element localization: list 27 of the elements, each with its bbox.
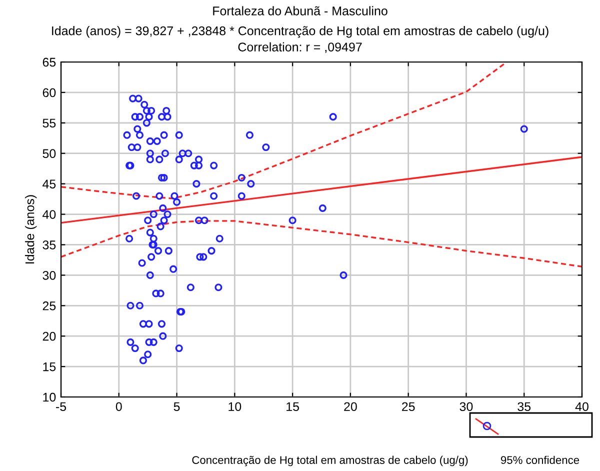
y-tick-label: 40 bbox=[42, 210, 56, 219]
chart-title: Fortaleza do Abunã - Masculino bbox=[213, 6, 388, 16]
y-axis-title: Idade (anos) bbox=[25, 195, 37, 264]
x-tick-label: 40 bbox=[575, 402, 588, 412]
y-tick-label: 60 bbox=[42, 88, 56, 98]
x-axis-title: Concentração de Hg total em amostras de cabelo (ug/g) bbox=[192, 456, 468, 466]
y-tick-label: 30 bbox=[42, 270, 56, 280]
y-tick-label: 15 bbox=[43, 362, 56, 372]
y-tick-label: 10 bbox=[43, 392, 56, 402]
y-tick-label: 55 bbox=[42, 118, 56, 128]
y-tick-label: 65 bbox=[42, 58, 56, 67]
x-tick-label: 35 bbox=[518, 402, 531, 412]
y-tick-label: 50 bbox=[42, 149, 56, 158]
x-tick-label: 5 bbox=[174, 402, 180, 412]
y-tick-label: 25 bbox=[42, 301, 56, 310]
x-tick-label: 10 bbox=[228, 402, 242, 412]
text: 95% confidence bbox=[500, 456, 580, 464]
chart-subtitle: Idade (anos) = 39,827 + ,23848 * Concentração de Hg total em amostras de cabelo (ug/u) Correlation: r = ,09497 bbox=[52, 26, 548, 53]
y-tick-label: 20 bbox=[42, 332, 56, 341]
x-tick-label: 15 bbox=[286, 402, 299, 412]
x-tick-label: 30 bbox=[460, 402, 473, 412]
y-tick-label: 45 bbox=[42, 180, 56, 188]
x-tick-label: 20 bbox=[344, 402, 357, 412]
x-tick-label: -5 bbox=[56, 402, 66, 412]
x-tick-label: 0 bbox=[116, 402, 122, 412]
x-tick-label: 25 bbox=[402, 402, 415, 412]
y-tick-label: 35 bbox=[42, 240, 56, 250]
